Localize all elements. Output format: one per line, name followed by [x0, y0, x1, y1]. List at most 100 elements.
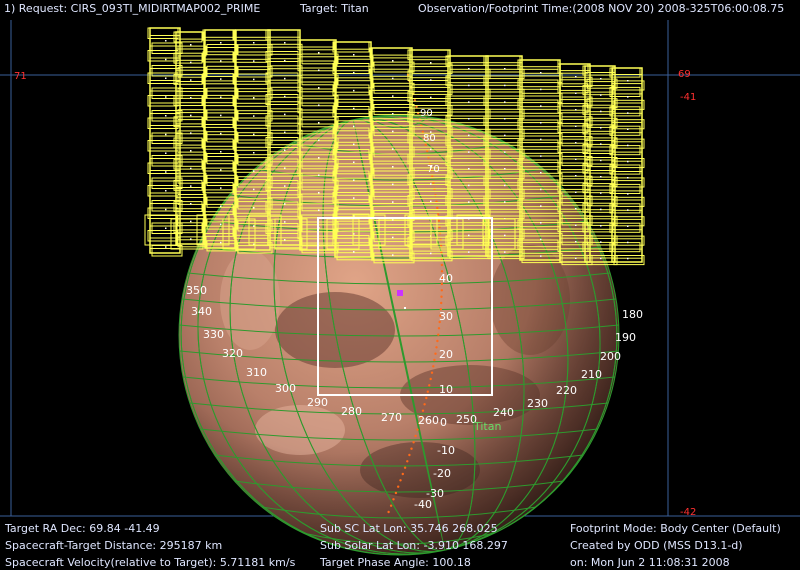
footprint-tile: [336, 141, 374, 153]
footprint-center-dot: [430, 200, 432, 203]
footprint-tile: [332, 106, 370, 117]
footprint-tile: [206, 196, 238, 208]
footprint-tile: [582, 104, 614, 115]
footprint-tile: [202, 94, 234, 107]
footprint-center-dot: [353, 161, 355, 163]
footprint-tile: [237, 66, 273, 78]
longitude-label: 180: [622, 308, 643, 321]
footprint-center-dot: [253, 188, 255, 191]
footprint-column: [204, 29, 236, 249]
target-label: Titan: [473, 420, 501, 433]
footprint-center-dot: [575, 125, 577, 127]
footprint-tile: [202, 29, 234, 41]
footprint-tile: [519, 86, 561, 97]
footprint-tile: [447, 82, 489, 93]
footprint-tile: [449, 228, 491, 240]
footprint-center-dot: [575, 257, 577, 259]
track-point: [397, 485, 400, 488]
track-point: [426, 390, 429, 393]
footprint-center-dot: [575, 142, 577, 144]
footprint-tile: [173, 137, 203, 149]
footprint-tile: [409, 77, 451, 88]
footprint-center-dot: [392, 166, 394, 168]
footprint-tile: [177, 151, 207, 163]
track-point: [392, 498, 395, 501]
track-point: [439, 308, 442, 311]
footprint-center-dot: [600, 94, 602, 96]
footprint-tile: [487, 88, 525, 100]
track-point: [440, 282, 444, 286]
track-point: [403, 466, 407, 469]
parallel-line: [179, 350, 619, 363]
footprint-center-dot: [504, 201, 506, 203]
footprint-tile: [301, 53, 339, 65]
footprint-center-dot: [504, 251, 506, 253]
parallel-line: [181, 298, 617, 311]
footprint-tile: [332, 63, 370, 74]
footprint-tile: [483, 75, 521, 86]
footprint-tile: [613, 255, 645, 266]
footprint-tile: [237, 88, 273, 100]
footprint-tile: [206, 87, 238, 99]
footprint-tile: [582, 143, 614, 154]
footprint-tile: [170, 218, 204, 250]
footprint-tile: [557, 241, 589, 252]
footprint-center-dot: [627, 177, 629, 179]
footprint-center-dot: [220, 132, 222, 135]
footprint-tile: [265, 137, 299, 148]
footprint-tile: [269, 86, 303, 98]
footprint-tile: [173, 95, 203, 106]
footprint-tile: [237, 176, 273, 188]
detector-frame: [317, 217, 493, 396]
footprint-tile: [151, 222, 183, 234]
footprint-tile: [613, 80, 645, 91]
footprint-tile: [233, 117, 269, 129]
boresight-dot: [404, 307, 406, 309]
latitude-label: 0: [440, 416, 447, 429]
footprint-tile: [301, 95, 339, 107]
track-point: [389, 504, 393, 507]
footprint-center-dot: [392, 201, 394, 203]
footprint-tile: [265, 94, 299, 105]
footprint-tile: [206, 44, 238, 56]
parallel-line: [182, 376, 616, 389]
footprint-center-dot: [318, 192, 320, 194]
footprint-tile: [265, 180, 299, 191]
footprint-center-dot: [165, 246, 167, 248]
footprint-center-dot: [430, 79, 432, 81]
footprint-tile: [487, 128, 525, 140]
footprint-center-dot: [253, 60, 255, 62]
footprint-tile: [299, 67, 337, 79]
footprint-tile: [561, 215, 593, 226]
footprint-center-dot: [318, 122, 320, 124]
footprint-center-dot: [540, 122, 542, 124]
footprint-tile: [151, 87, 183, 99]
footprint-tile: [265, 51, 299, 62]
footprint-center-dot: [190, 150, 192, 152]
footprint-tile: [517, 79, 559, 90]
footprint-tile: [373, 188, 415, 200]
footprint-center-dot: [220, 78, 222, 80]
footprint-center-dot: [220, 114, 222, 117]
footprint-tile: [173, 116, 203, 128]
footprint-center-dot: [220, 241, 222, 244]
footprint-center-dot: [165, 77, 167, 79]
longitude-label: 290: [307, 396, 328, 409]
footprint-center-dot: [468, 151, 470, 153]
footprint-tile: [519, 146, 561, 157]
footprint-tile: [336, 249, 374, 261]
footprint-center-dot: [190, 185, 192, 187]
footprint-center-dot: [600, 176, 602, 178]
footprint-center-dot: [220, 205, 222, 207]
footprint-tile: [332, 127, 370, 139]
footprint-tile: [485, 122, 523, 133]
footprint-tile: [336, 55, 374, 67]
footprint-center-dot: [165, 40, 167, 42]
latitude-label: 70: [427, 164, 440, 175]
footprint-tile: [336, 163, 374, 175]
footprint-tile: [299, 46, 337, 58]
footprint-center-dot: [190, 97, 192, 99]
footprint-center-dot: [165, 171, 167, 173]
footprint-center-dot: [253, 115, 255, 117]
footprint-center-dot: [190, 114, 192, 117]
